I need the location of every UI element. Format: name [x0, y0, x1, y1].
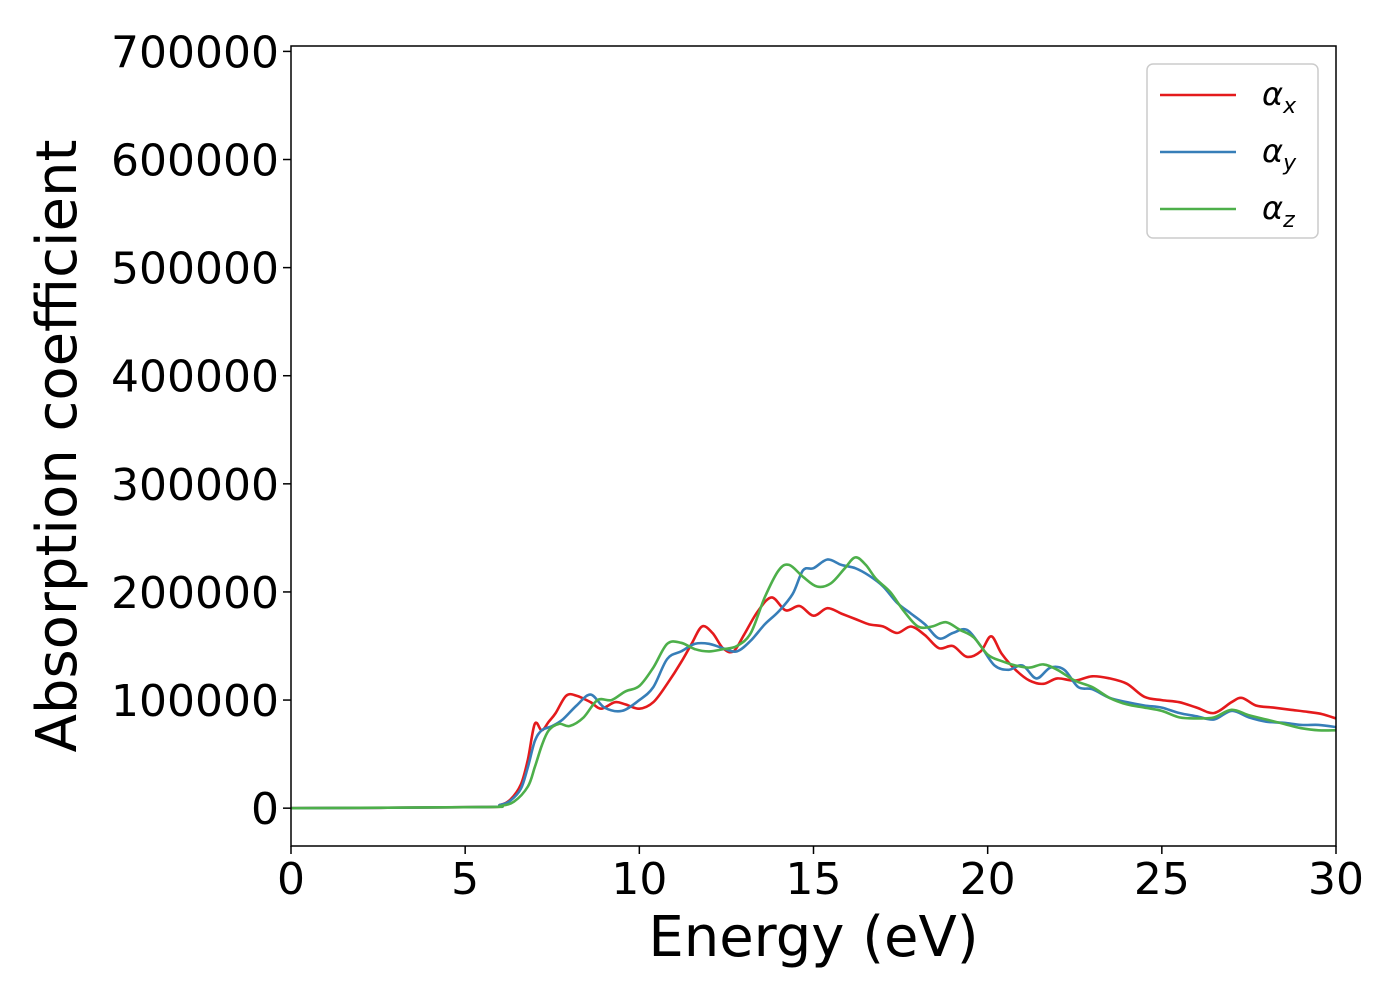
x-tick-label: 20 — [960, 854, 1016, 905]
legend-label-x: αx — [1262, 75, 1297, 119]
legend: αx αy αz — [1146, 63, 1319, 239]
y-tick-label: 700000 — [111, 27, 279, 78]
y-tick-label: 400000 — [111, 352, 279, 403]
x-tick-label: 30 — [1308, 854, 1364, 905]
series-line-y — [291, 558, 1336, 810]
y-tick-label: 500000 — [111, 244, 279, 295]
plot-area — [291, 556, 1336, 810]
y-tick-label: 0 — [251, 784, 279, 835]
y-tick-label: 300000 — [111, 460, 279, 511]
axis-ticks: 0 5 10 15 20 25 30 0 100000 200000 300000 400000 500… — [111, 27, 1364, 905]
y-tick-label: 100000 — [111, 676, 279, 727]
x-axis-title: Energy (eV) — [648, 905, 978, 970]
y-tick-label: 200000 — [111, 568, 279, 619]
x-tick-label: 5 — [451, 854, 479, 905]
series-line-x — [291, 596, 1336, 810]
legend-label-y: αy — [1262, 132, 1297, 176]
y-axis-title: Absorption coefficient — [25, 140, 90, 753]
x-tick-label: 25 — [1134, 854, 1190, 905]
x-tick-label: 15 — [786, 854, 842, 905]
series-line-z — [291, 556, 1336, 810]
legend-label-z: αz — [1262, 189, 1295, 233]
x-tick-label: 0 — [277, 854, 305, 905]
y-tick-label: 600000 — [111, 136, 279, 187]
x-tick-label: 10 — [611, 854, 667, 905]
